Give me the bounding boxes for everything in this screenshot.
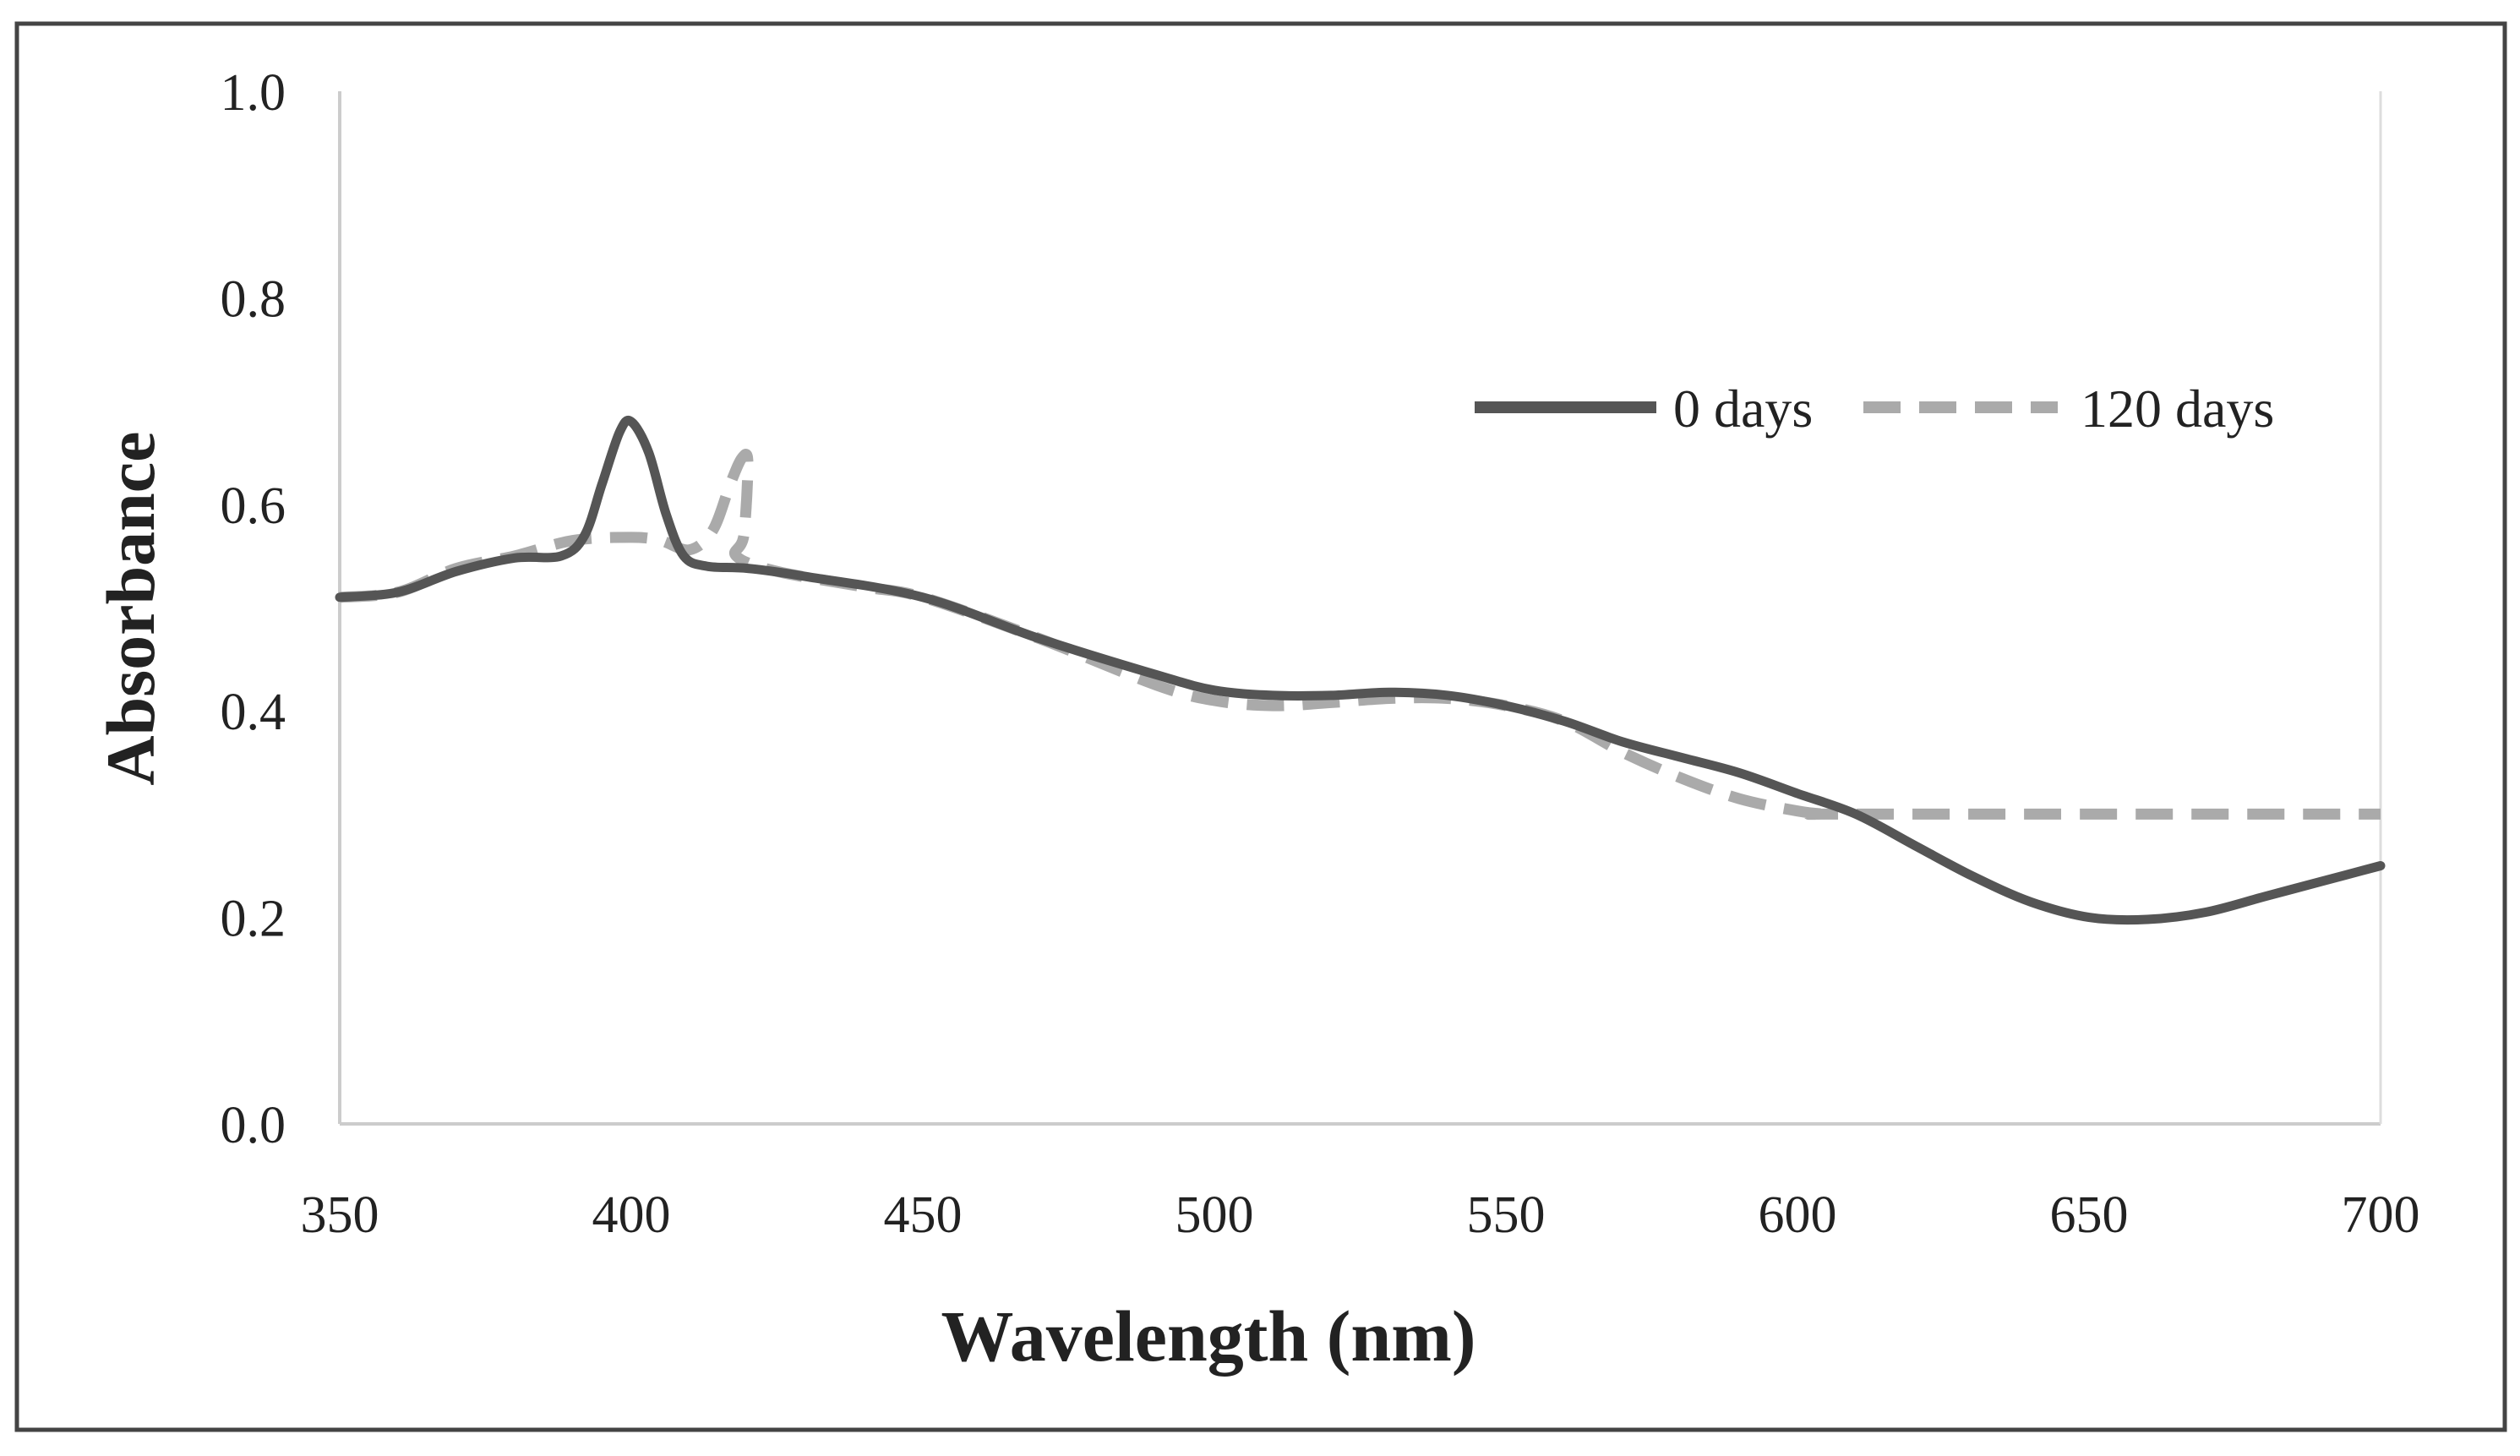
legend-label-120-days: 120 days (2081, 379, 2274, 439)
y-tick-label: 1.0 (221, 64, 286, 122)
x-tick-labels: 350 400 450 500 550 600 650 700 (301, 1186, 2420, 1244)
x-tick-label: 450 (884, 1186, 963, 1244)
x-tick-label: 600 (1759, 1186, 1837, 1244)
x-tick-label: 400 (592, 1186, 671, 1244)
y-tick-label: 0.0 (221, 1097, 286, 1154)
y-tick-label: 0.2 (221, 891, 286, 948)
x-tick-label: 650 (2050, 1186, 2129, 1244)
x-tick-label: 350 (301, 1186, 379, 1244)
legend: 0 days 120 days (1475, 379, 2274, 439)
y-tick-label: 0.8 (221, 270, 286, 328)
series-lines (335, 416, 2386, 925)
y-tick-label: 0.6 (221, 477, 286, 535)
chart-frame (14, 21, 2507, 1432)
series-line-0-days (335, 416, 2386, 925)
y-axis-title: Absorbance (92, 431, 169, 785)
x-tick-label: 500 (1175, 1186, 1254, 1244)
y-tick-label: 0.4 (221, 684, 286, 741)
x-tick-label: 700 (2342, 1186, 2420, 1244)
y-tick-labels: 0.0 0.2 0.4 0.6 0.8 1.0 (221, 64, 286, 1154)
legend-label-0-days: 0 days (1673, 379, 1813, 439)
x-axis-title: Wavelength (nm) (941, 1295, 1475, 1377)
x-tick-label: 550 (1467, 1186, 1546, 1244)
